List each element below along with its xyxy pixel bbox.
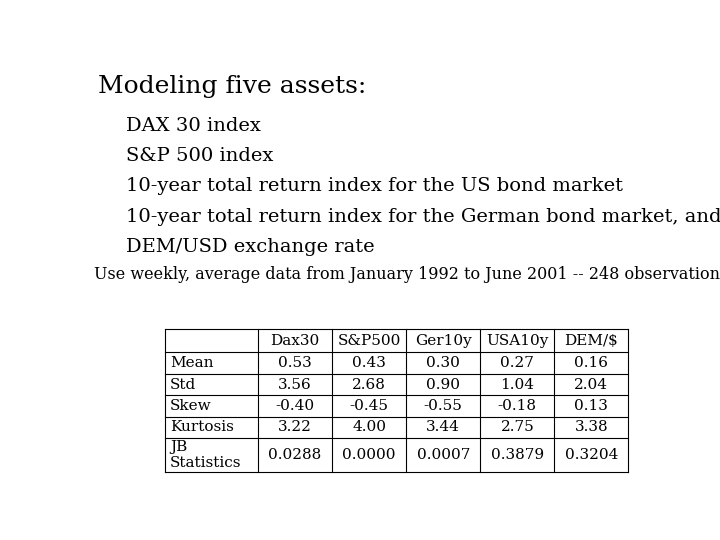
Text: Ger10y: Ger10y [415, 334, 472, 348]
Text: 3.56: 3.56 [278, 377, 312, 392]
Text: -0.18: -0.18 [498, 399, 537, 413]
Text: 10-year total return index for the US bond market: 10-year total return index for the US bo… [126, 178, 624, 195]
Text: Kurtosis: Kurtosis [170, 420, 234, 434]
Text: 0.3879: 0.3879 [491, 448, 544, 462]
Text: -0.45: -0.45 [350, 399, 389, 413]
Text: Skew: Skew [170, 399, 212, 413]
Text: 0.0288: 0.0288 [269, 448, 322, 462]
Text: USA10y: USA10y [486, 334, 549, 348]
Text: 0.3204: 0.3204 [564, 448, 618, 462]
Text: DEM/USD exchange rate: DEM/USD exchange rate [126, 238, 375, 256]
Text: 0.13: 0.13 [575, 399, 608, 413]
Text: Use weekly, average data from January 1992 to June 2001 -- 248 observations: Use weekly, average data from January 19… [94, 266, 720, 284]
Text: 0.30: 0.30 [426, 356, 460, 370]
Text: Dax30: Dax30 [271, 334, 320, 348]
Text: 2.75: 2.75 [500, 420, 534, 434]
Text: 0.43: 0.43 [352, 356, 386, 370]
Text: -0.40: -0.40 [276, 399, 315, 413]
Text: -0.55: -0.55 [424, 399, 463, 413]
Text: DEM/$: DEM/$ [564, 334, 618, 348]
Text: 0.27: 0.27 [500, 356, 534, 370]
Text: 10-year total return index for the German bond market, and: 10-year total return index for the Germa… [126, 208, 720, 226]
Text: 2.04: 2.04 [575, 377, 608, 392]
Text: 0.53: 0.53 [278, 356, 312, 370]
Text: 2.68: 2.68 [352, 377, 386, 392]
Text: 3.44: 3.44 [426, 420, 460, 434]
Text: 0.16: 0.16 [575, 356, 608, 370]
Text: 0.0007: 0.0007 [417, 448, 470, 462]
Text: S&P500: S&P500 [338, 334, 401, 348]
Text: 1.04: 1.04 [500, 377, 534, 392]
Text: Std: Std [170, 377, 196, 392]
Text: DAX 30 index: DAX 30 index [126, 117, 261, 135]
Text: Modeling five assets:: Modeling five assets: [99, 75, 366, 98]
Text: 4.00: 4.00 [352, 420, 386, 434]
Text: 0.90: 0.90 [426, 377, 460, 392]
Text: Mean: Mean [170, 356, 213, 370]
Text: S&P 500 index: S&P 500 index [126, 147, 274, 165]
Text: 0.0000: 0.0000 [343, 448, 396, 462]
Text: 3.22: 3.22 [278, 420, 312, 434]
Text: JB
Statistics: JB Statistics [170, 440, 241, 470]
Text: 3.38: 3.38 [575, 420, 608, 434]
